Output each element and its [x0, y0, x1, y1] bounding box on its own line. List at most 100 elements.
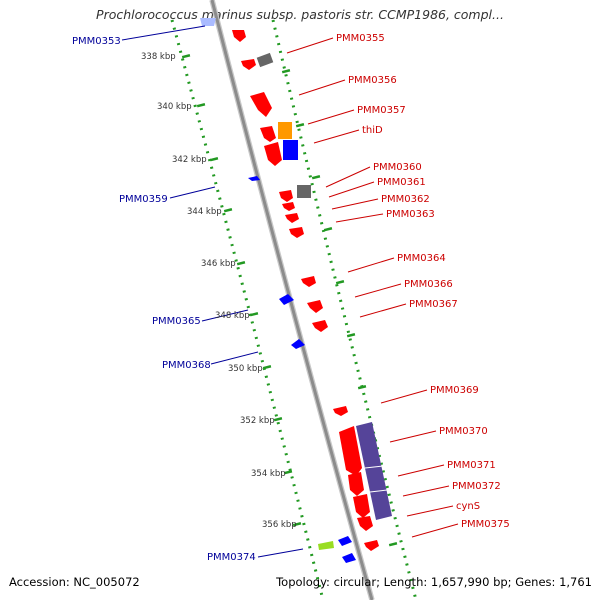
leader-pmm0355 — [286, 37, 334, 54]
leader-pmm0370 — [389, 430, 437, 443]
feature-pmm0354[interactable] — [232, 30, 246, 42]
scale-label: 338 kbp — [141, 52, 176, 62]
leader-cynS — [406, 505, 454, 517]
leader-pmm0360 — [325, 166, 371, 188]
feature-track — [200, 18, 392, 563]
gene-label-pmm0355[interactable]: PMM0355 — [336, 33, 385, 44]
leader-pmm0361 — [328, 181, 375, 198]
scale-label: 354 kbp — [251, 469, 286, 479]
gene-label-pmm0369[interactable]: PMM0369 — [430, 385, 479, 396]
forward-gene-labels: PMM0355 PMM0356 PMM0357 thiD PMM0360 PMM… — [336, 33, 510, 530]
gene-label-pmm0374[interactable]: PMM0374 — [207, 552, 256, 563]
outer-major-tick — [311, 175, 321, 180]
feature-pmm0364[interactable] — [301, 276, 316, 287]
leader-pmm0369 — [380, 389, 428, 404]
feature-pmm0374[interactable] — [318, 541, 334, 550]
inner-major-tick — [181, 54, 191, 59]
leader-pmm0364 — [347, 257, 395, 273]
outer-major-tick — [335, 280, 345, 285]
feature-pmm0371[interactable] — [348, 472, 364, 496]
leader-pmm0357 — [307, 109, 355, 125]
inner-major-tick — [196, 103, 206, 108]
inner-major-tick — [283, 470, 293, 475]
feature-pmm0365[interactable] — [279, 294, 294, 305]
feature-pmm0362[interactable] — [285, 213, 299, 223]
feature-pmm0356[interactable] — [250, 92, 272, 117]
leader-pmm0371 — [397, 464, 445, 477]
leader-pmm0359 — [169, 186, 216, 199]
gene-label-pmm0365[interactable]: PMM0365 — [152, 316, 201, 327]
feature-region-1[interactable] — [283, 140, 298, 160]
gene-label-pmm0357[interactable]: PMM0357 — [357, 105, 406, 116]
gene-label-pmm0366[interactable]: PMM0366 — [404, 279, 453, 290]
scale-labels: 338 kbp 340 kbp 342 kbp 344 kbp 346 kbp … — [141, 52, 297, 530]
feature-pmm0376[interactable] — [342, 553, 356, 563]
feature-pmm0372[interactable] — [353, 494, 370, 518]
feature-pmm0370[interactable] — [339, 426, 362, 476]
feature-pmm0373[interactable] — [338, 536, 352, 546]
gene-label-pmm0371[interactable]: PMM0371 — [447, 460, 496, 471]
gene-label-thiD[interactable]: thiD — [362, 125, 383, 136]
gene-label-pmm0372[interactable]: PMM0372 — [452, 481, 501, 492]
feature-pmm0361[interactable] — [282, 202, 295, 211]
gene-label-pmm0375[interactable]: PMM0375 — [461, 519, 510, 530]
inner-major-tick — [223, 208, 233, 213]
gene-label-pmm0356[interactable]: PMM0356 — [348, 75, 397, 86]
leader-pmm0367 — [359, 303, 407, 318]
feature-pmm0355[interactable] — [241, 59, 256, 70]
feature-pmm0363[interactable] — [289, 227, 304, 238]
feature-thiD[interactable] — [278, 122, 292, 139]
inner-major-tick — [249, 312, 259, 317]
feature-region-2[interactable] — [356, 422, 392, 520]
feature-pmm0357[interactable] — [260, 126, 276, 142]
outer-major-tick — [346, 333, 356, 338]
gene-label-pmm0361[interactable]: PMM0361 — [377, 177, 426, 188]
label-leaders — [121, 25, 459, 558]
feature-pmm0358[interactable] — [264, 142, 282, 166]
feature-pseudo-1[interactable] — [256, 52, 274, 68]
gene-label-pmm0370[interactable]: PMM0370 — [439, 426, 488, 437]
scale-label: 350 kbp — [228, 364, 263, 374]
feature-pmm0360[interactable] — [279, 190, 293, 202]
scale-label: 356 kbp — [262, 520, 297, 530]
feature-region-2-divider-2 — [369, 489, 388, 493]
feature-pmm0368[interactable] — [291, 339, 305, 349]
leader-pmm0365 — [201, 309, 249, 322]
leader-pmm0363 — [335, 213, 384, 223]
reverse-gene-labels: PMM0353 PMM0359 PMM0365 PMM0368 PMM0374 — [72, 36, 256, 563]
gene-label-pmm0368[interactable]: PMM0368 — [162, 360, 211, 371]
feature-pmm0366[interactable] — [307, 300, 323, 313]
gene-label-pmm0363[interactable]: PMM0363 — [386, 209, 435, 220]
gene-label-pmm0367[interactable]: PMM0367 — [409, 299, 458, 310]
gene-label-pmm0353[interactable]: PMM0353 — [72, 36, 121, 47]
feature-pmm0369[interactable] — [333, 406, 348, 416]
inner-major-tick — [209, 157, 219, 162]
gene-label-cynS[interactable]: cynS — [456, 501, 480, 512]
feature-pmm0359[interactable] — [248, 176, 260, 181]
outer-major-tick — [295, 123, 305, 128]
inner-major-tick — [273, 417, 283, 422]
leader-pmm0353 — [121, 25, 206, 41]
gene-label-pmm0359[interactable]: PMM0359 — [119, 194, 168, 205]
inner-major-tick — [292, 522, 302, 527]
map-title: Prochlorococcus marinus subsp. pastoris … — [96, 7, 504, 22]
gene-label-pmm0360[interactable]: PMM0360 — [373, 162, 422, 173]
scale-label: 346 kbp — [201, 259, 236, 269]
feature-cynS[interactable] — [357, 516, 373, 531]
scale-label: 348 kbp — [215, 311, 250, 321]
inner-tick-ring — [170, 19, 325, 600]
gene-label-pmm0362[interactable]: PMM0362 — [381, 194, 430, 205]
feature-pmm0375[interactable] — [364, 540, 379, 551]
feature-pseudo-2[interactable] — [297, 185, 311, 198]
feature-pmm0367[interactable] — [312, 320, 328, 332]
leader-pmm0356 — [298, 79, 346, 96]
leader-thiD — [313, 129, 360, 144]
inner-major-tick — [262, 365, 272, 370]
leader-pmm0368 — [210, 351, 259, 365]
scale-label: 352 kbp — [240, 416, 275, 426]
gene-label-pmm0364[interactable]: PMM0364 — [397, 253, 446, 264]
genome-stats-text: Topology: circular; Length: 1,657,990 bp… — [276, 575, 592, 589]
inner-major-tick — [236, 261, 246, 266]
feature-pmm0353[interactable] — [200, 18, 216, 26]
